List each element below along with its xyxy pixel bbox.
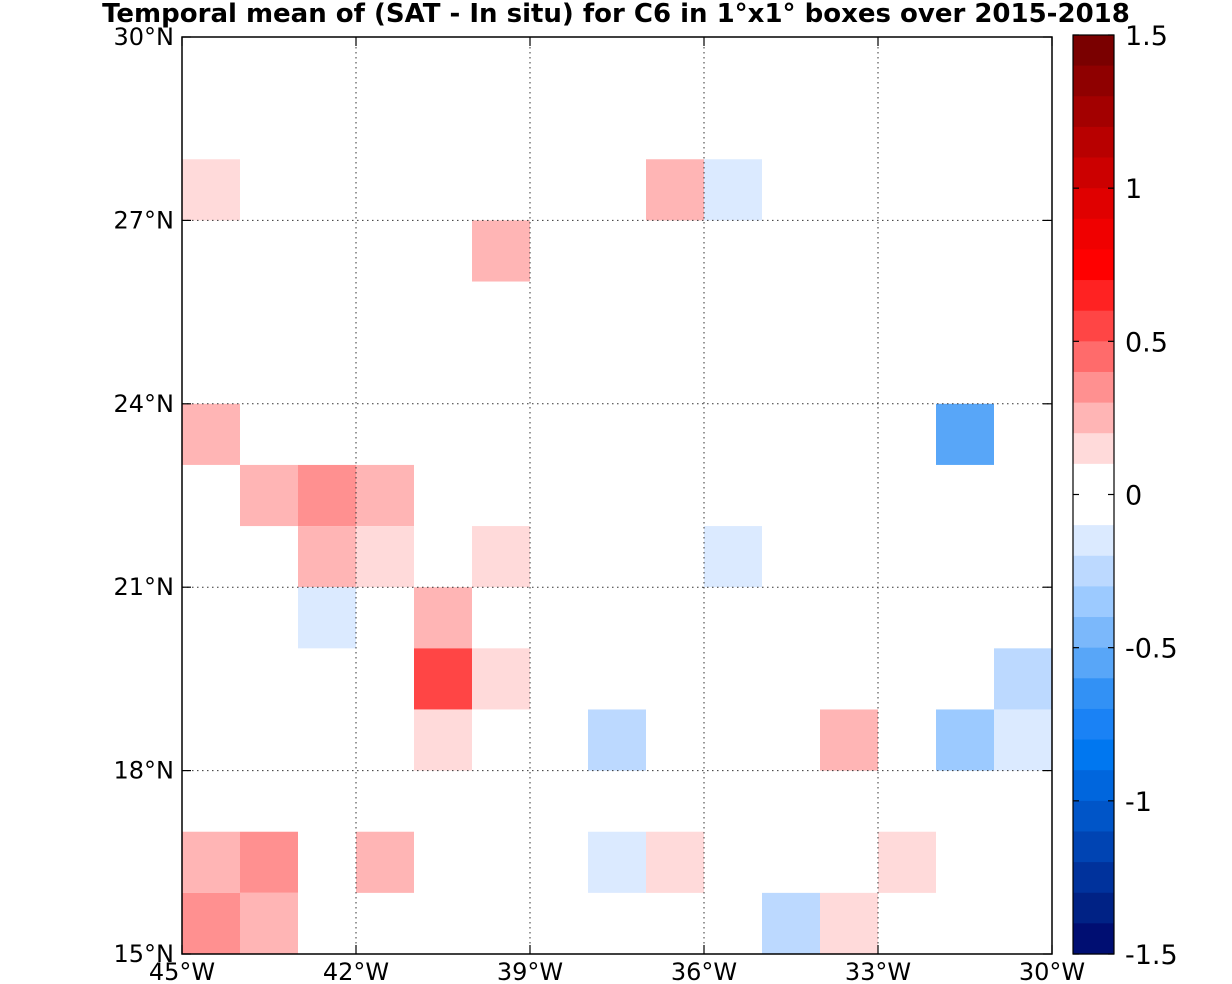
heatmap-cell <box>820 892 878 954</box>
colorbar-swatch <box>1073 188 1114 220</box>
colorbar-swatch <box>1073 555 1114 587</box>
colorbar: 1.5 1 0.5 0 -0.5 -1 -1.5 <box>1072 21 1178 971</box>
chart-title: Temporal mean of (SAT - In situ) for C6 … <box>102 0 1130 29</box>
colorbar-swatch <box>1073 494 1114 526</box>
colorbar-swatch <box>1073 280 1114 312</box>
y-tick-label: 30°N <box>114 23 175 51</box>
colorbar-swatch <box>1073 708 1114 741</box>
heatmap-cell <box>182 403 240 465</box>
heatmap-cell <box>298 587 356 649</box>
heatmap-cell <box>356 831 414 893</box>
colorbar-tick-label: 1.5 <box>1125 21 1168 52</box>
axis-ticks: 45°W 42°W 39°W 36°W 33°W 30°W 15°N 18°N 21°N 24°N… <box>114 23 1086 984</box>
heatmap-cell <box>356 464 414 527</box>
colorbar-swatch <box>1073 831 1114 863</box>
colorbar-swatch <box>1073 862 1114 894</box>
colorbar-swatch <box>1073 402 1114 434</box>
heatmap-cell <box>298 526 356 588</box>
heatmap-cells <box>182 159 1052 954</box>
x-tick-label: 45°W <box>149 958 215 984</box>
heatmap-cell <box>994 648 1052 710</box>
colorbar-swatch <box>1073 678 1114 710</box>
colorbar-swatch <box>1073 433 1114 465</box>
y-tick-label: 15°N <box>114 940 175 968</box>
heatmap-cell <box>588 831 646 893</box>
x-tick-label: 36°W <box>671 958 737 984</box>
heatmap-cell <box>182 892 240 954</box>
heatmap-cell <box>240 892 298 954</box>
x-tick-label: 33°W <box>845 958 911 984</box>
colorbar-swatch <box>1073 586 1114 618</box>
colorbar-swatch <box>1073 800 1114 833</box>
heatmap-cell <box>472 220 530 282</box>
heatmap-cell <box>182 831 240 893</box>
colorbar-swatch <box>1073 249 1114 281</box>
colorbar-swatch <box>1073 218 1114 251</box>
heatmap-cell <box>936 709 994 771</box>
colorbar-swatch <box>1073 310 1114 342</box>
y-tick-label: 27°N <box>114 206 175 234</box>
heatmap-cell <box>414 709 472 771</box>
y-tick-label: 24°N <box>114 390 175 418</box>
colorbar-swatch <box>1073 65 1114 97</box>
colorbar-swatch <box>1073 157 1114 189</box>
x-tick-label: 30°W <box>1019 958 1085 984</box>
y-tick-label: 18°N <box>114 757 175 785</box>
y-tick-label: 21°N <box>114 573 175 601</box>
colorbar-swatch <box>1073 371 1114 404</box>
colorbar-swatch <box>1073 525 1114 557</box>
colorbar-swatch <box>1073 341 1114 373</box>
heatmap-cell <box>414 648 472 710</box>
heatmap-cell <box>646 159 704 221</box>
colorbar-tick-label: 0 <box>1125 481 1142 512</box>
heatmap-cell <box>298 464 356 527</box>
colorbar-swatch <box>1073 617 1114 649</box>
colorbar-swatch <box>1073 463 1114 496</box>
colorbar-swatch <box>1073 35 1114 67</box>
heatmap-cell <box>472 526 530 588</box>
heatmap-cell <box>820 709 878 771</box>
colorbar-swatch <box>1073 96 1114 128</box>
colorbar-swatch <box>1073 126 1114 159</box>
heatmap-cell <box>472 648 530 710</box>
heatmap-cell <box>704 526 762 588</box>
heatmap-cell <box>414 587 472 649</box>
colorbar-tick-label: 1 <box>1125 174 1142 205</box>
heatmap-cell <box>762 892 820 954</box>
colorbar-swatch <box>1073 647 1114 679</box>
colorbar-tick-label: -0.5 <box>1125 634 1178 665</box>
colorbar-swatch <box>1073 739 1114 771</box>
heatmap-cell <box>646 831 704 893</box>
colorbar-tick-label: -1 <box>1125 787 1152 818</box>
axes-frame <box>181 36 1053 955</box>
gridlines <box>182 37 1052 954</box>
heatmap-cell <box>588 709 646 771</box>
heatmap-cell <box>994 709 1052 771</box>
colorbar-tick-label: -1.5 <box>1125 940 1178 971</box>
colorbar-tick-label: 0.5 <box>1125 327 1168 358</box>
heatmap-cell <box>182 159 240 221</box>
heatmap-cell <box>878 831 936 893</box>
heatmap-cell <box>356 526 414 588</box>
colorbar-swatch <box>1073 923 1114 955</box>
heatmap-cell <box>240 831 298 893</box>
colorbar-swatch <box>1073 770 1114 802</box>
heatmap-cell <box>704 159 762 221</box>
heatmap-cell <box>936 403 994 465</box>
heatmap-cell <box>240 464 298 527</box>
colorbar-swatch <box>1073 892 1114 924</box>
x-tick-label: 39°W <box>497 958 563 984</box>
x-tick-label: 42°W <box>323 958 389 984</box>
